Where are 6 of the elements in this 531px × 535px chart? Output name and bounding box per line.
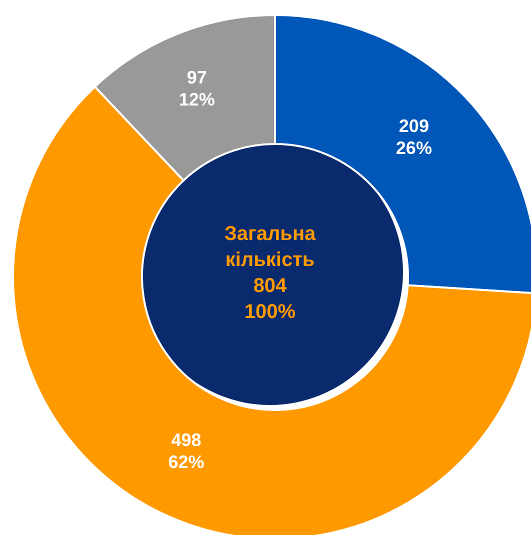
data-label: 498 62%: [168, 430, 204, 472]
data-label: 97 12%: [178, 68, 215, 110]
text: Загальна кількість: [224, 223, 317, 271]
data-label: 209 26%: [396, 116, 432, 158]
text: 100%: [244, 301, 296, 323]
text: 804: [253, 275, 288, 297]
